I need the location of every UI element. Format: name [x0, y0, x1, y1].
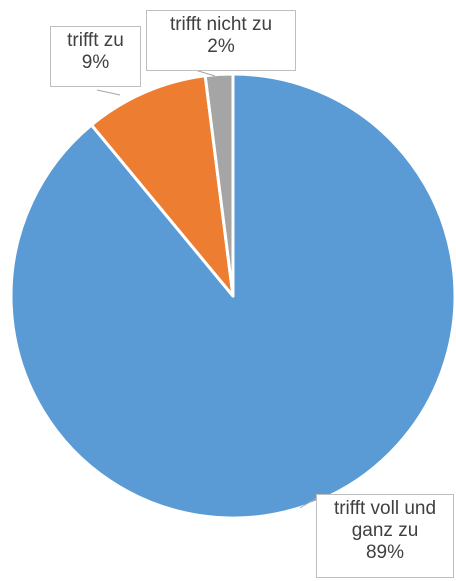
data-label-category: trifft zu — [67, 30, 124, 51]
data-label-category: trifft nicht zu — [169, 14, 273, 35]
leader-lines — [96, 69, 319, 509]
pie-slice-trifft-zu — [89, 74, 235, 298]
pie-slices — [9, 72, 456, 520]
leader-line-trifft-zu — [96, 89, 121, 96]
data-label-percent: 9% — [81, 52, 110, 73]
data-label-trifft-nicht-zu: trifft nicht zu 2% — [146, 10, 296, 71]
data-label-category-line2: ganz zu — [351, 520, 419, 541]
leader-line-trifft-nicht-zu — [194, 69, 216, 77]
data-label-percent: 89% — [365, 542, 405, 563]
pie-slice-trifft-nicht-zu — [203, 72, 235, 298]
data-label-category-line1: trifft voll und — [333, 498, 437, 519]
data-label-trifft-zu: trifft zu 9% — [50, 26, 141, 87]
data-label-percent: 2% — [207, 36, 235, 57]
leader-line-trifft-voll-und-ganz-zu — [299, 496, 319, 509]
data-label-trifft-voll-und-ganz-zu: trifft voll und ganz zu 89% — [316, 494, 454, 578]
